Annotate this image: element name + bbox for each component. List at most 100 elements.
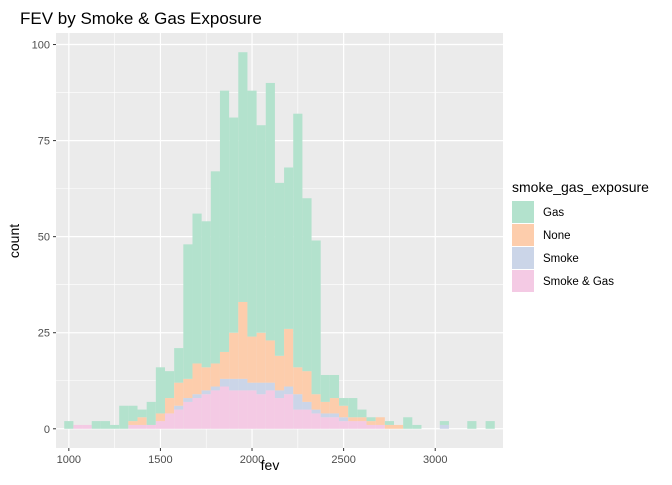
bar-gas [311, 240, 321, 395]
y-tick-label: 50 [38, 232, 50, 244]
bar-smoke-gas [73, 424, 83, 429]
bar-gas [219, 90, 230, 352]
bar-gas [412, 424, 422, 429]
chart-title: FEV by Smoke & Gas Exposure [20, 9, 262, 28]
bar-gas [119, 405, 129, 429]
bar-gas [403, 417, 413, 429]
bar-none [210, 363, 220, 387]
bar-none [293, 367, 303, 395]
legend-title: smoke_gas_exposure [512, 179, 649, 195]
legend-swatch [512, 201, 534, 223]
bar-smoke-gas [329, 417, 340, 429]
bar-smoke [265, 382, 275, 391]
bar-smoke [247, 382, 257, 391]
bar-none [201, 367, 211, 391]
bar-smoke-gas [146, 424, 156, 429]
bar-gas [329, 374, 340, 399]
bar-smoke-gas [165, 413, 175, 429]
bar-smoke-gas [247, 390, 257, 429]
bar-none [274, 355, 285, 391]
bar-smoke-gas [284, 394, 294, 429]
x-tick-label: 1500 [148, 454, 172, 466]
bar-gas [265, 82, 275, 341]
bar-none [366, 421, 376, 425]
bar-gas [165, 371, 175, 399]
bar-gas [467, 421, 477, 429]
bar-none [165, 398, 175, 414]
legend-label: None [543, 230, 571, 242]
bar-smoke [210, 386, 220, 391]
bar-none [219, 351, 230, 379]
bar-smoke-gas [229, 390, 239, 429]
bar-smoke-gas [293, 409, 303, 429]
bar-gas [210, 171, 220, 364]
bar-gas [100, 421, 111, 429]
bar-smoke-gas [183, 401, 193, 429]
bars [64, 52, 495, 429]
bar-gas [229, 117, 239, 333]
bar-smoke-gas [265, 390, 275, 429]
bar-gas [293, 113, 303, 368]
legend-label: Smoke [543, 253, 579, 265]
bar-smoke-gas [192, 398, 202, 429]
bar-smoke [256, 382, 266, 395]
bar-none [357, 417, 367, 422]
legend-items: Gas None Smoke Smoke & Gas [512, 201, 614, 292]
bar-smoke [229, 378, 239, 391]
y-tick-label: 100 [32, 40, 50, 52]
bar-smoke-gas [274, 398, 285, 429]
bar-smoke [238, 378, 248, 391]
bar-gas [146, 401, 156, 425]
bar-gas [284, 167, 294, 329]
legend-swatch [512, 270, 534, 292]
bar-none [256, 332, 266, 383]
bar-none [174, 382, 184, 406]
x-axis-label: fev [261, 457, 280, 473]
bar-gas [384, 421, 394, 425]
bar-none [384, 424, 394, 429]
bar-gas [439, 421, 449, 425]
bar-none [320, 401, 330, 414]
bar-none [238, 301, 248, 379]
bar-gas [247, 90, 257, 337]
y-axis-label: count [6, 224, 22, 258]
bar-gas [110, 424, 120, 429]
bar-none [128, 421, 138, 425]
bar-smoke-gas [302, 409, 312, 429]
bar-gas [348, 398, 358, 418]
bar-none [183, 378, 193, 399]
y-tick-label: 75 [38, 136, 50, 148]
y-axis: 0 25 50 75 100 [32, 40, 56, 436]
bar-smoke [183, 398, 193, 402]
bar-gas [302, 198, 312, 372]
bar-gas [339, 398, 349, 406]
bar-smoke [302, 401, 312, 410]
x-tick-label: 1000 [57, 454, 81, 466]
bar-smoke [174, 405, 184, 410]
bar-smoke-gas [348, 421, 358, 429]
bar-gas [256, 125, 266, 333]
bar-smoke-gas [238, 390, 248, 429]
bar-none [192, 363, 202, 395]
bar-none [302, 371, 312, 402]
bar-smoke-gas [155, 421, 166, 429]
bar-none [339, 405, 349, 418]
bar-smoke [201, 390, 211, 395]
bar-gas [274, 182, 285, 356]
bar-none [348, 417, 358, 422]
bar-none [229, 332, 239, 379]
bar-smoke-gas [375, 424, 385, 429]
bar-smoke-gas [366, 424, 376, 429]
y-tick-label: 25 [38, 328, 50, 340]
bar-smoke-gas [357, 421, 367, 429]
bar-smoke [439, 424, 449, 429]
bar-smoke-gas [137, 424, 147, 429]
legend: smoke_gas_exposure Gas None Smoke Smoke & G… [512, 179, 649, 292]
bar-smoke-gas [82, 424, 92, 429]
bar-gas [137, 409, 147, 418]
bar-none [375, 417, 385, 425]
bar-none [247, 336, 257, 383]
bar-none [265, 340, 275, 383]
